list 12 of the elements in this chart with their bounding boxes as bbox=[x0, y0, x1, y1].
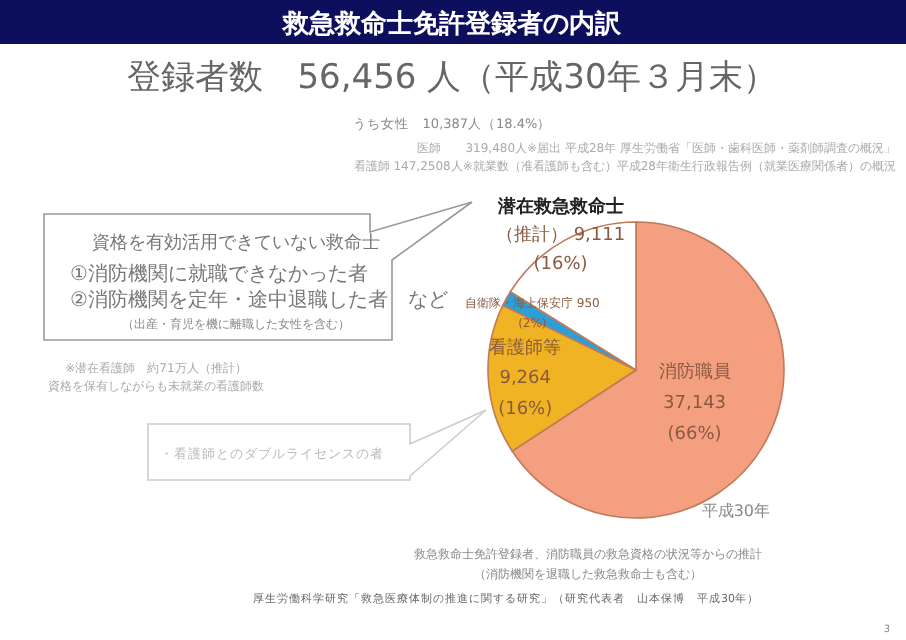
slice-label: 看護師等 bbox=[489, 336, 562, 359]
data-label: （推計） 9,111 (16%) bbox=[495, 224, 626, 276]
text: ②消防機関を定年・途中退職した者 など bbox=[70, 288, 448, 312]
text: ①消防機関に就職できなかった者 bbox=[70, 262, 368, 286]
slice-label: 消防職員 bbox=[658, 361, 731, 384]
chart-title: 救急救命士免許登録者の内訳 bbox=[281, 8, 623, 40]
data-label: 37,143 (66%) bbox=[663, 393, 727, 445]
text: 平成30年 bbox=[701, 502, 770, 520]
text: 資格を有効活用できていない救命士 bbox=[92, 232, 380, 254]
chart-subtitle: 登録者数 56,456 人（平成30年３月末） bbox=[127, 58, 777, 98]
data-label: 9,264 (16%) bbox=[498, 369, 553, 421]
slice-label: 潜在救急救命士 bbox=[495, 195, 624, 218]
